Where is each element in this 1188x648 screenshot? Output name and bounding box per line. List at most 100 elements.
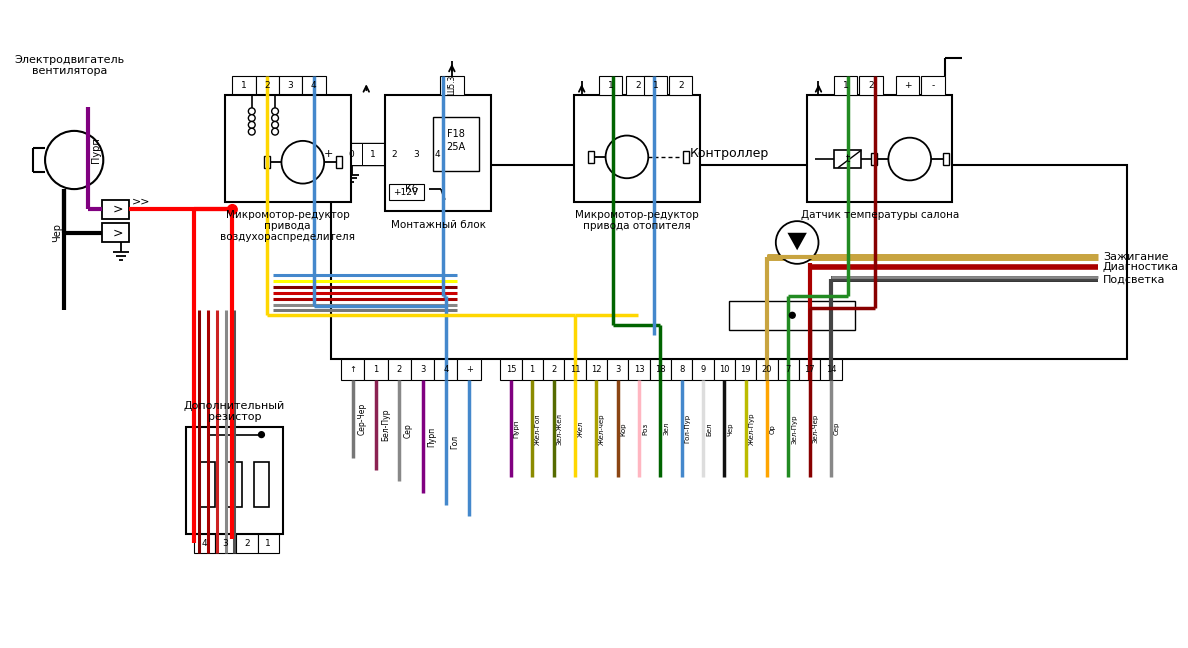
Bar xyxy=(500,359,522,380)
Text: 4: 4 xyxy=(443,365,449,374)
Text: 2: 2 xyxy=(244,539,249,548)
Text: Микромотор-редуктор: Микромотор-редуктор xyxy=(575,211,699,220)
Bar xyxy=(279,76,302,95)
Text: Зажигание: Зажигание xyxy=(1102,252,1168,262)
Text: 2: 2 xyxy=(397,365,402,374)
Circle shape xyxy=(227,205,238,214)
Text: Сер: Сер xyxy=(404,423,413,438)
Text: Гол: Гол xyxy=(450,435,460,450)
Bar xyxy=(943,153,948,165)
Bar xyxy=(807,95,953,202)
Text: Роз: Роз xyxy=(642,422,647,435)
Text: 1: 1 xyxy=(652,81,658,90)
Text: Ор: Ор xyxy=(770,424,776,434)
Bar xyxy=(258,533,279,553)
Text: >: > xyxy=(113,203,124,216)
Bar xyxy=(236,533,258,553)
Bar xyxy=(607,359,628,380)
Bar xyxy=(757,359,778,380)
Bar xyxy=(233,76,255,95)
Text: Зел-Чер: Зел-Чер xyxy=(813,414,819,443)
Text: 3: 3 xyxy=(413,150,418,159)
Circle shape xyxy=(776,221,819,264)
Bar xyxy=(254,462,270,507)
Text: 4: 4 xyxy=(435,150,440,159)
Text: Чер: Чер xyxy=(52,224,62,242)
Text: 1: 1 xyxy=(530,365,535,374)
Bar xyxy=(255,76,279,95)
Bar xyxy=(644,76,668,95)
Bar xyxy=(384,143,405,165)
Bar xyxy=(522,359,543,380)
Text: Сер: Сер xyxy=(834,422,840,435)
Text: 2: 2 xyxy=(392,150,397,159)
Bar xyxy=(185,427,283,533)
Text: ↑: ↑ xyxy=(349,365,356,374)
Text: t: t xyxy=(846,154,849,164)
Text: привода отопителя: привода отопителя xyxy=(583,221,691,231)
Bar xyxy=(628,359,650,380)
Bar xyxy=(834,76,858,95)
Text: Бел: Бел xyxy=(706,422,712,435)
Text: Пурп: Пурп xyxy=(90,137,101,163)
Bar xyxy=(859,76,883,95)
Bar xyxy=(896,76,920,95)
Circle shape xyxy=(889,137,931,180)
Bar xyxy=(735,359,757,380)
Circle shape xyxy=(272,115,278,121)
Bar xyxy=(102,200,129,219)
Text: Контроллер: Контроллер xyxy=(689,146,769,159)
Bar xyxy=(215,533,236,553)
Text: 15: 15 xyxy=(506,365,516,374)
Bar xyxy=(432,117,479,170)
Bar xyxy=(543,359,564,380)
Text: 4: 4 xyxy=(311,81,317,90)
Text: >>: >> xyxy=(132,197,151,207)
Text: Жел-чер: Жел-чер xyxy=(599,413,605,445)
Bar xyxy=(385,95,492,211)
Text: Кор: Кор xyxy=(620,422,626,435)
Bar xyxy=(626,76,650,95)
Bar xyxy=(365,359,387,380)
Text: 2: 2 xyxy=(868,81,873,90)
Bar xyxy=(714,359,735,380)
Text: 14: 14 xyxy=(826,365,836,374)
Text: резистор: резистор xyxy=(208,412,261,422)
Bar xyxy=(405,143,426,165)
Text: Микромотор-редуктор: Микромотор-редуктор xyxy=(226,211,349,220)
Bar xyxy=(434,359,457,380)
Bar xyxy=(457,359,481,380)
Bar xyxy=(225,95,350,202)
Bar xyxy=(341,359,365,380)
Text: 1: 1 xyxy=(608,81,614,90)
Bar xyxy=(599,76,623,95)
Text: Дополнительный: Дополнительный xyxy=(184,400,285,411)
Circle shape xyxy=(272,121,278,128)
Text: 1: 1 xyxy=(241,81,247,90)
Bar xyxy=(669,76,693,95)
Bar xyxy=(411,359,434,380)
Text: >: > xyxy=(113,226,124,239)
Text: 10: 10 xyxy=(719,365,729,374)
Text: +: + xyxy=(466,365,473,374)
Text: 0: 0 xyxy=(349,150,354,159)
Text: 1: 1 xyxy=(842,81,848,90)
Circle shape xyxy=(248,108,255,115)
Bar xyxy=(834,150,861,168)
Text: 18: 18 xyxy=(655,365,665,374)
Circle shape xyxy=(606,135,649,178)
Bar xyxy=(331,165,1127,359)
Text: 2: 2 xyxy=(636,81,640,90)
Bar xyxy=(387,359,411,380)
Text: F18: F18 xyxy=(447,129,465,139)
Bar xyxy=(671,359,693,380)
Text: Электродвигатель: Электродвигатель xyxy=(14,55,125,65)
Text: Чер: Чер xyxy=(727,422,733,435)
Text: К6: К6 xyxy=(405,184,418,194)
Bar xyxy=(227,462,242,507)
Bar xyxy=(341,143,362,165)
Circle shape xyxy=(789,312,795,318)
Text: 8: 8 xyxy=(680,365,684,374)
Text: +: + xyxy=(904,81,911,90)
Text: воздухораспределителя: воздухораспределителя xyxy=(220,232,355,242)
